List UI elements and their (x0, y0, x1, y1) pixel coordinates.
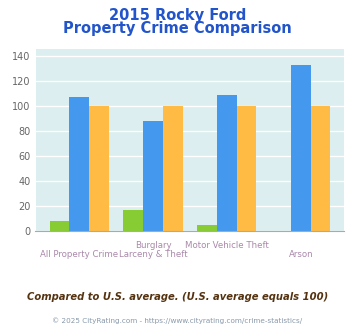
Bar (89, 106, 109, 231)
Text: Property Crime Comparison: Property Crime Comparison (63, 21, 292, 36)
Bar (163, 106, 182, 231)
Text: © 2025 CityRating.com - https://www.cityrating.com/crime-statistics/: © 2025 CityRating.com - https://www.city… (53, 317, 302, 324)
Text: Motor Vehicle Theft: Motor Vehicle Theft (185, 241, 269, 250)
Bar (50, 221, 69, 231)
Text: Compared to U.S. average. (U.S. average equals 100): Compared to U.S. average. (U.S. average … (27, 292, 328, 302)
Bar (237, 106, 256, 231)
Text: Arson: Arson (289, 250, 313, 259)
Bar (291, 65, 311, 231)
Bar (143, 121, 163, 231)
Text: All Property Crime: All Property Crime (40, 250, 118, 259)
Text: Burglary: Burglary (135, 241, 171, 250)
Bar (217, 95, 237, 231)
Bar (124, 210, 143, 231)
Text: Larceny & Theft: Larceny & Theft (119, 250, 187, 259)
Bar (69, 97, 89, 231)
Bar (311, 106, 330, 231)
Bar (197, 225, 217, 231)
Text: 2015 Rocky Ford: 2015 Rocky Ford (109, 8, 246, 23)
